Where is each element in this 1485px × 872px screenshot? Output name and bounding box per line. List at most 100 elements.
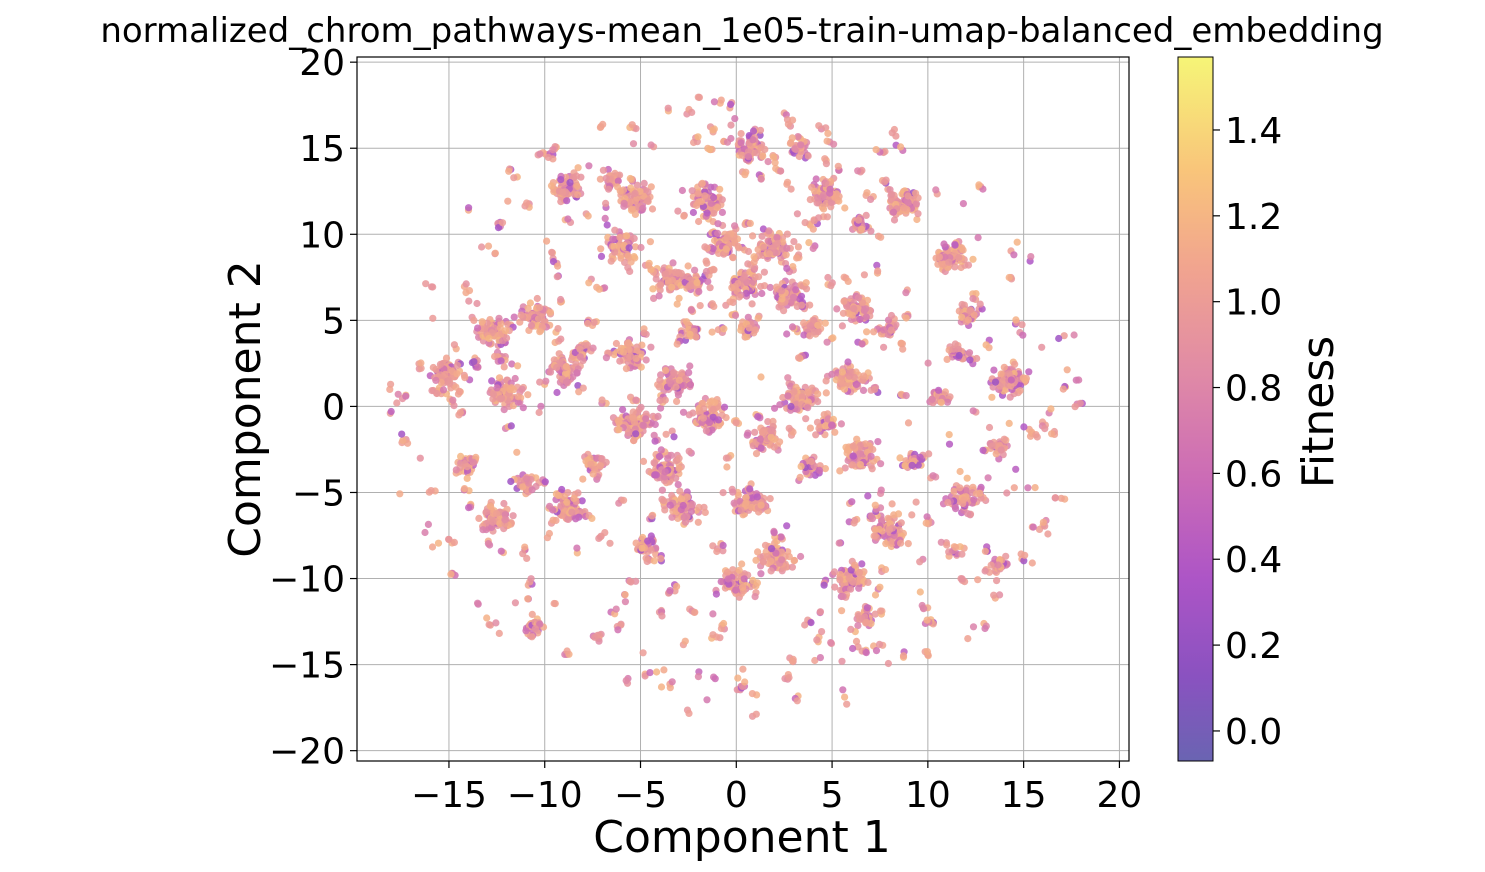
scatter-point: [610, 351, 618, 359]
scatter-point: [655, 452, 664, 461]
scatter-point: [478, 318, 486, 326]
scatter-point: [920, 605, 928, 613]
scatter-points: [386, 93, 1086, 720]
scatter-point: [501, 516, 509, 524]
scatter-point: [871, 501, 879, 509]
scatter-point: [554, 262, 562, 270]
scatter-point: [607, 257, 615, 265]
scatter-point: [495, 629, 503, 638]
scatter-point: [746, 485, 754, 493]
scatter-point: [946, 393, 954, 401]
scatter-point: [716, 185, 724, 193]
scatter-point: [723, 138, 732, 146]
scatter-point: [972, 490, 981, 498]
scatter-point: [668, 513, 676, 521]
y-tick-label: 20: [299, 43, 345, 84]
scatter-point: [788, 563, 797, 571]
scatter-point: [1013, 238, 1021, 246]
scatter-point: [748, 690, 757, 698]
scatter-point: [838, 368, 847, 376]
scatter-point: [841, 204, 849, 212]
scatter-point: [869, 445, 877, 454]
scatter-point: [735, 293, 743, 301]
scatter-point: [813, 636, 821, 644]
scatter-point: [778, 556, 786, 564]
scatter-point: [450, 402, 458, 410]
scatter-point: [833, 305, 841, 313]
scatter-point: [689, 208, 698, 217]
scatter-point: [699, 414, 708, 422]
scatter-point: [959, 200, 968, 208]
scatter-point: [691, 266, 699, 274]
scatter-point: [610, 243, 618, 251]
scatter-point: [821, 465, 830, 473]
scatter-point: [572, 515, 580, 523]
scatter-point: [877, 486, 885, 494]
scatter-point: [750, 253, 758, 261]
scatter-point: [424, 520, 432, 529]
scatter-point: [876, 583, 884, 591]
scatter-point: [894, 510, 903, 518]
scatter-point: [1031, 484, 1039, 492]
scatter-point: [822, 389, 830, 397]
scatter-point: [970, 496, 978, 504]
scatter-point: [831, 428, 839, 436]
scatter-point: [478, 243, 486, 251]
scatter-point: [751, 326, 760, 334]
scatter-point: [1041, 425, 1049, 433]
scatter-point: [611, 169, 619, 177]
scatter-point: [632, 396, 640, 404]
scatter-point: [788, 657, 797, 665]
scatter-point: [668, 678, 676, 686]
scatter-point: [804, 388, 812, 396]
x-tick-label: 0: [725, 775, 748, 816]
scatter-point: [637, 403, 645, 411]
scatter-point: [450, 538, 458, 547]
scatter-point: [742, 289, 751, 297]
scatter-point: [754, 413, 762, 421]
scatter-point: [593, 454, 601, 462]
scatter-point: [1019, 374, 1027, 382]
scatter-point: [871, 385, 879, 393]
scatter-point: [463, 474, 471, 482]
scatter-point: [914, 210, 922, 218]
scatter-point: [719, 541, 727, 550]
scatter-point: [806, 332, 814, 340]
scatter-point: [757, 444, 765, 452]
scatter-point: [650, 459, 658, 467]
y-tick-label: −5: [292, 473, 345, 514]
scatter-point: [988, 393, 996, 401]
scatter-point: [793, 405, 801, 413]
scatter-point: [549, 146, 557, 154]
colorbar-tick-label: 0.4: [1225, 540, 1282, 581]
scatter-point: [562, 363, 570, 371]
scatter-point: [684, 273, 692, 281]
scatter-point: [845, 372, 853, 380]
scatter-point: [639, 457, 648, 465]
scatter-point: [934, 386, 943, 394]
scatter-point: [807, 619, 815, 627]
scatter-point: [819, 191, 828, 199]
scatter-point: [687, 507, 696, 516]
scatter-point: [655, 383, 664, 391]
scatter-point: [491, 249, 499, 257]
scatter-point: [992, 450, 1000, 458]
scatter-point: [568, 508, 576, 516]
scatter-point: [639, 533, 647, 542]
scatter-point: [622, 677, 630, 685]
scatter-point: [543, 237, 551, 245]
scatter-point: [778, 287, 786, 295]
scatter-point: [660, 497, 668, 505]
scatter-point: [815, 214, 823, 222]
scatter-point: [398, 430, 406, 438]
scatter-point: [469, 458, 477, 466]
scatter-point: [668, 283, 676, 291]
scatter-point: [862, 619, 870, 627]
scatter-point: [990, 366, 998, 374]
scatter-point: [751, 273, 759, 281]
scatter-point: [524, 304, 532, 312]
scatter-point: [585, 279, 593, 287]
scatter-point: [547, 182, 556, 190]
scatter-point: [854, 294, 863, 302]
